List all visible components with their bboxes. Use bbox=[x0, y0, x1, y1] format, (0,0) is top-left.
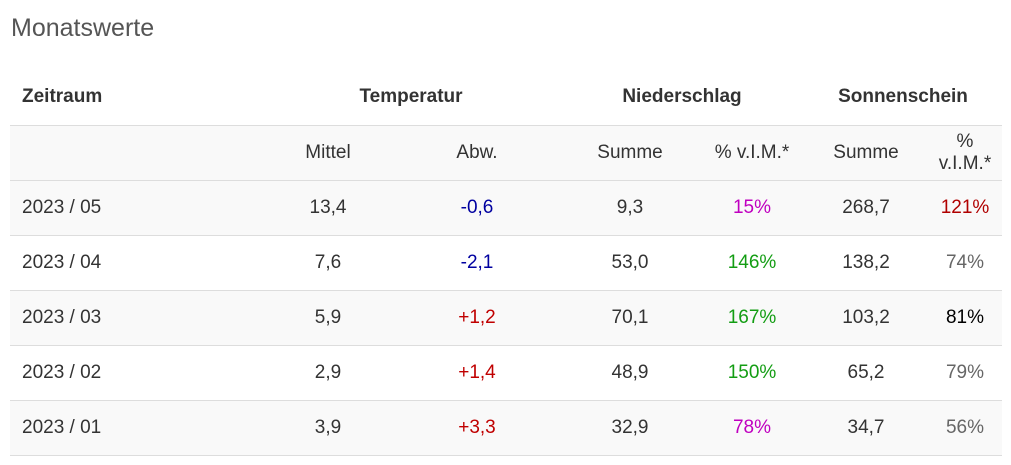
cell-mittel: 5,9 bbox=[262, 289, 394, 345]
cell-zeitraum: 2023 / 04 bbox=[10, 234, 262, 290]
monthly-values-table: Zeitraum Temperatur Niederschlag Sonnens… bbox=[10, 70, 1002, 456]
table-row: 2023 / 01 3,9 +3,3 32,9 78% 34,7 56% bbox=[10, 399, 1002, 456]
subheader-abw: Abw. bbox=[394, 124, 560, 180]
header-zeitraum: Zeitraum bbox=[22, 86, 103, 108]
cell-sonnenschein-summe: 138,2 bbox=[804, 234, 928, 290]
cell-niederschlag-vim: 146% bbox=[700, 234, 804, 290]
subheader-empty bbox=[10, 124, 262, 180]
header-sonnenschein: Sonnenschein bbox=[838, 86, 968, 108]
header-temperatur: Temperatur bbox=[359, 86, 463, 108]
subheader-vim-niederschlag-link[interactable]: % v.I.M.* bbox=[700, 124, 804, 180]
subheader-mittel: Mittel bbox=[262, 124, 394, 180]
cell-sonnenschein-vim: 81% bbox=[928, 289, 1002, 345]
cell-sonnenschein-summe: 103,2 bbox=[804, 289, 928, 345]
cell-sonnenschein-vim: 74% bbox=[928, 234, 1002, 290]
cell-sonnenschein-summe: 34,7 bbox=[804, 399, 928, 456]
cell-zeitraum: 2023 / 01 bbox=[10, 399, 262, 456]
cell-sonnenschein-summe: 65,2 bbox=[804, 344, 928, 400]
cell-niederschlag-summe: 53,0 bbox=[560, 234, 700, 290]
cell-niederschlag-summe: 70,1 bbox=[560, 289, 700, 345]
cell-niederschlag-vim: 167% bbox=[700, 289, 804, 345]
cell-zeitraum: 2023 / 02 bbox=[10, 344, 262, 400]
cell-sonnenschein-vim: 56% bbox=[928, 399, 1002, 456]
cell-sonnenschein-summe: 268,7 bbox=[804, 179, 928, 235]
header-row: Zeitraum Temperatur Niederschlag Sonnens… bbox=[10, 70, 1002, 125]
cell-niederschlag-vim: 15% bbox=[700, 179, 804, 235]
cell-abw: +3,3 bbox=[394, 399, 560, 456]
cell-abw: -2,1 bbox=[394, 234, 560, 290]
cell-abw: -0,6 bbox=[394, 179, 560, 235]
cell-niederschlag-summe: 48,9 bbox=[560, 344, 700, 400]
table-row: 2023 / 02 2,9 +1,4 48,9 150% 65,2 79% bbox=[10, 344, 1002, 400]
table-row: 2023 / 03 5,9 +1,2 70,1 167% 103,2 81% bbox=[10, 289, 1002, 345]
cell-abw: +1,4 bbox=[394, 344, 560, 400]
cell-niederschlag-summe: 32,9 bbox=[560, 399, 700, 456]
table-row: 2023 / 05 13,4 -0,6 9,3 15% 268,7 121% bbox=[10, 179, 1002, 235]
cell-mittel: 7,6 bbox=[262, 234, 394, 290]
cell-abw: +1,2 bbox=[394, 289, 560, 345]
cell-sonnenschein-vim: 79% bbox=[928, 344, 1002, 400]
subheader-summe-sonnenschein: Summe bbox=[804, 124, 928, 180]
page-title: Monatswerte bbox=[11, 14, 155, 42]
cell-sonnenschein-vim: 121% bbox=[928, 179, 1002, 235]
cell-niederschlag-summe: 9,3 bbox=[560, 179, 700, 235]
cell-niederschlag-vim: 150% bbox=[700, 344, 804, 400]
subheader-row: Mittel Abw. Summe % v.I.M.* Summe % v.I.… bbox=[10, 124, 1002, 180]
table-row: 2023 / 04 7,6 -2,1 53,0 146% 138,2 74% bbox=[10, 234, 1002, 290]
cell-zeitraum: 2023 / 03 bbox=[10, 289, 262, 345]
cell-mittel: 2,9 bbox=[262, 344, 394, 400]
cell-niederschlag-vim: 78% bbox=[700, 399, 804, 456]
subheader-summe-niederschlag: Summe bbox=[560, 124, 700, 180]
cell-mittel: 3,9 bbox=[262, 399, 394, 456]
header-niederschlag: Niederschlag bbox=[622, 86, 742, 108]
subheader-vim-sonnenschein-link[interactable]: % v.I.M.* bbox=[928, 124, 1002, 180]
cell-zeitraum: 2023 / 05 bbox=[10, 179, 262, 235]
cell-mittel: 13,4 bbox=[262, 179, 394, 235]
